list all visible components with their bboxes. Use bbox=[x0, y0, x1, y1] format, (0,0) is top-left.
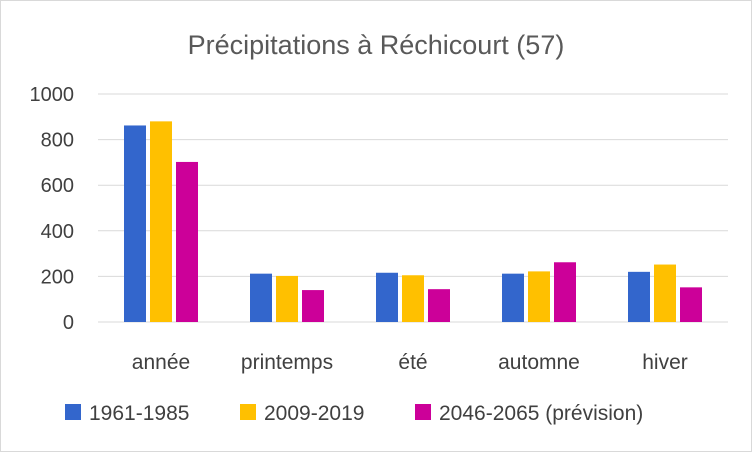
y-tick-label: 400 bbox=[41, 221, 74, 243]
y-tick-label: 800 bbox=[41, 130, 74, 152]
y-tick-label: 600 bbox=[41, 175, 74, 197]
category-label: été bbox=[398, 351, 427, 374]
bar-2-année bbox=[150, 121, 172, 322]
y-tick-label: 200 bbox=[41, 266, 74, 288]
category-label: année bbox=[132, 351, 190, 374]
legend-swatch bbox=[240, 404, 256, 420]
y-axis-ticks: 0 200 400 600 800 1000 bbox=[30, 84, 75, 334]
legend-label: 2009-2019 bbox=[264, 402, 364, 425]
chart-title: Précipitations à Réchicourt (57) bbox=[188, 30, 565, 60]
bar-3-année bbox=[176, 161, 198, 322]
bar-1-automne bbox=[502, 273, 524, 322]
bar-2-hiver bbox=[654, 264, 676, 322]
gridlines bbox=[98, 93, 728, 323]
category-label: printemps bbox=[241, 351, 333, 374]
bar-1-hiver bbox=[628, 271, 650, 322]
bar-1-année bbox=[124, 125, 146, 323]
bar-3-printemps bbox=[302, 290, 324, 322]
bars bbox=[124, 121, 702, 323]
legend: 1961-1985 2009-2019 2046-2065 (prévision) bbox=[65, 402, 643, 425]
bar-2-automne bbox=[528, 271, 550, 322]
bar-2-printemps bbox=[276, 275, 298, 322]
legend-swatch bbox=[415, 404, 431, 420]
legend-label: 1961-1985 bbox=[89, 402, 189, 425]
bar-3-hiver bbox=[680, 287, 702, 322]
bar-2-été bbox=[402, 275, 424, 322]
legend-swatch bbox=[65, 404, 81, 420]
category-label: hiver bbox=[642, 351, 688, 374]
category-label: automne bbox=[498, 351, 580, 374]
bar-1-printemps bbox=[250, 273, 272, 322]
bar-3-été bbox=[428, 289, 450, 322]
bar-3-automne bbox=[554, 262, 576, 322]
y-tick-label: 1000 bbox=[30, 84, 75, 106]
x-axis-categories: année printemps été automne hiver bbox=[132, 351, 688, 374]
bar-1-été bbox=[376, 272, 398, 322]
y-tick-label: 0 bbox=[63, 312, 74, 334]
legend-label: 2046-2065 (prévision) bbox=[439, 402, 643, 425]
